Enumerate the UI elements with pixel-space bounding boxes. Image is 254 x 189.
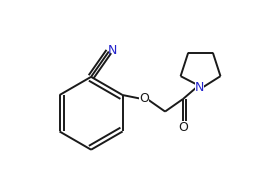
Text: O: O — [178, 121, 187, 134]
Text: N: N — [194, 81, 203, 94]
Text: N: N — [108, 44, 117, 57]
Text: O: O — [139, 92, 149, 105]
